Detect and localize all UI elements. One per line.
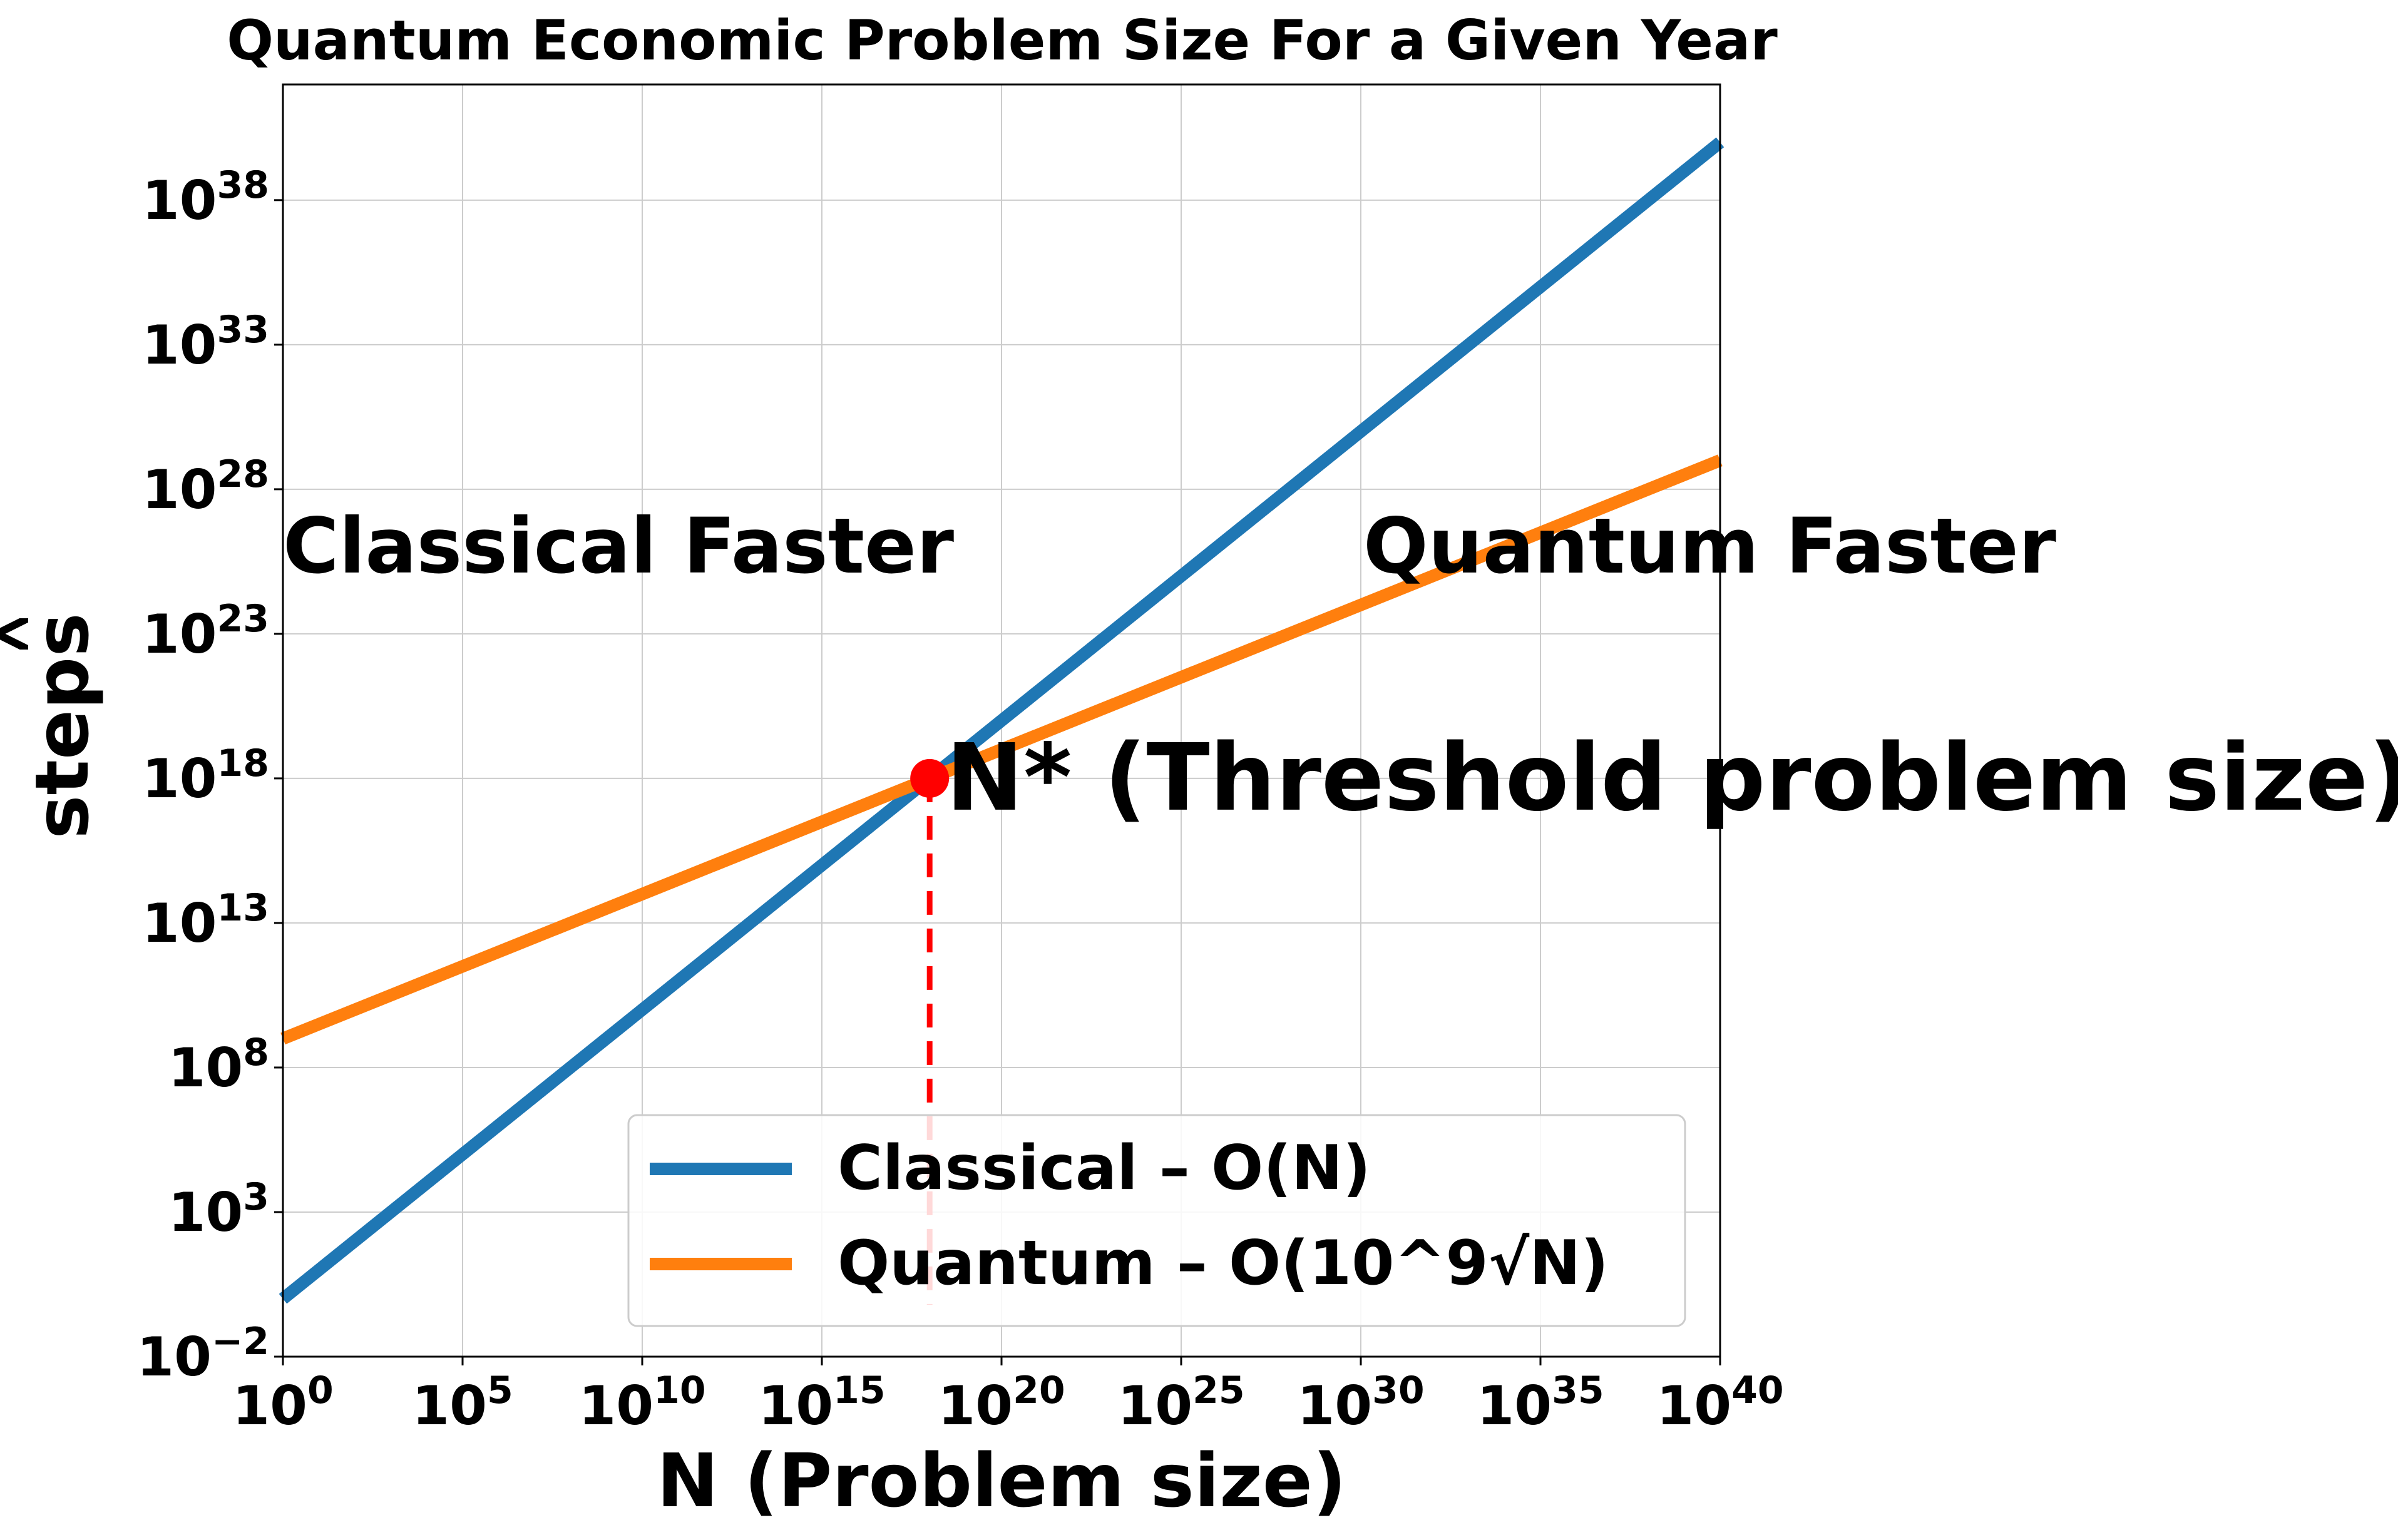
series-lines xyxy=(279,137,1724,1304)
legend: Classical – O(N) Quantum – O(10^9√N) xyxy=(627,1114,1686,1327)
x-tick-label: 1035 xyxy=(1477,1369,1604,1437)
legend-label-0: Classical – O(N) xyxy=(838,1133,1371,1204)
threshold-point xyxy=(910,758,950,798)
x-tick-label: 105 xyxy=(412,1369,513,1437)
region-label-0: Classical Faster xyxy=(283,502,954,591)
y-tick-label: 1013 xyxy=(142,886,269,955)
x-tick-label: 1025 xyxy=(1117,1369,1244,1437)
y-tick-label: 108 xyxy=(168,1031,269,1099)
series-line-1 xyxy=(280,454,1723,1045)
series-line-0 xyxy=(279,137,1724,1304)
y-tick-label: 1038 xyxy=(142,163,269,232)
y-tick-label: 103 xyxy=(168,1175,269,1244)
grid xyxy=(282,84,1721,1357)
legend-box xyxy=(627,1114,1686,1327)
y-axis-ticks: 10−2 103 108 1013 1018 1023 1028 1033 1038 xyxy=(136,163,283,1389)
y-tick-label: 1028 xyxy=(142,452,269,521)
x-tick-label: 100 xyxy=(232,1369,333,1437)
y-tick-label: 1033 xyxy=(142,308,269,377)
chart-title: Quantum Economic Problem Size For a Give… xyxy=(227,8,1778,73)
x-tick-label: 1020 xyxy=(938,1369,1065,1437)
x-axis-label: N (Problem size) xyxy=(657,1437,1346,1524)
y-tick-label: 1023 xyxy=(142,597,269,666)
region-annotations: Classical Faster Quantum Faster xyxy=(0,502,2056,634)
x-axis-ticks: 100 105 1010 1015 1020 1025 1030 1035 1040 xyxy=(232,1357,1784,1437)
threshold-marker: N* (Threshold problem size) xyxy=(910,724,2398,1305)
x-tick-label: 1030 xyxy=(1297,1369,1424,1437)
y-tick-label: 1018 xyxy=(142,742,269,810)
x-tick-label: 1015 xyxy=(758,1369,885,1437)
region-label-1: Quantum Faster xyxy=(1363,502,2056,591)
y-axis-label: steps xyxy=(19,613,105,839)
y-tick-label: 10−2 xyxy=(136,1320,269,1389)
x-tick-label: 1040 xyxy=(1656,1369,1783,1437)
threshold-label: N* (Threshold problem size) xyxy=(946,724,2398,832)
legend-label-1: Quantum – O(10^9√N) xyxy=(838,1228,1609,1299)
x-tick-label: 1010 xyxy=(578,1369,705,1437)
